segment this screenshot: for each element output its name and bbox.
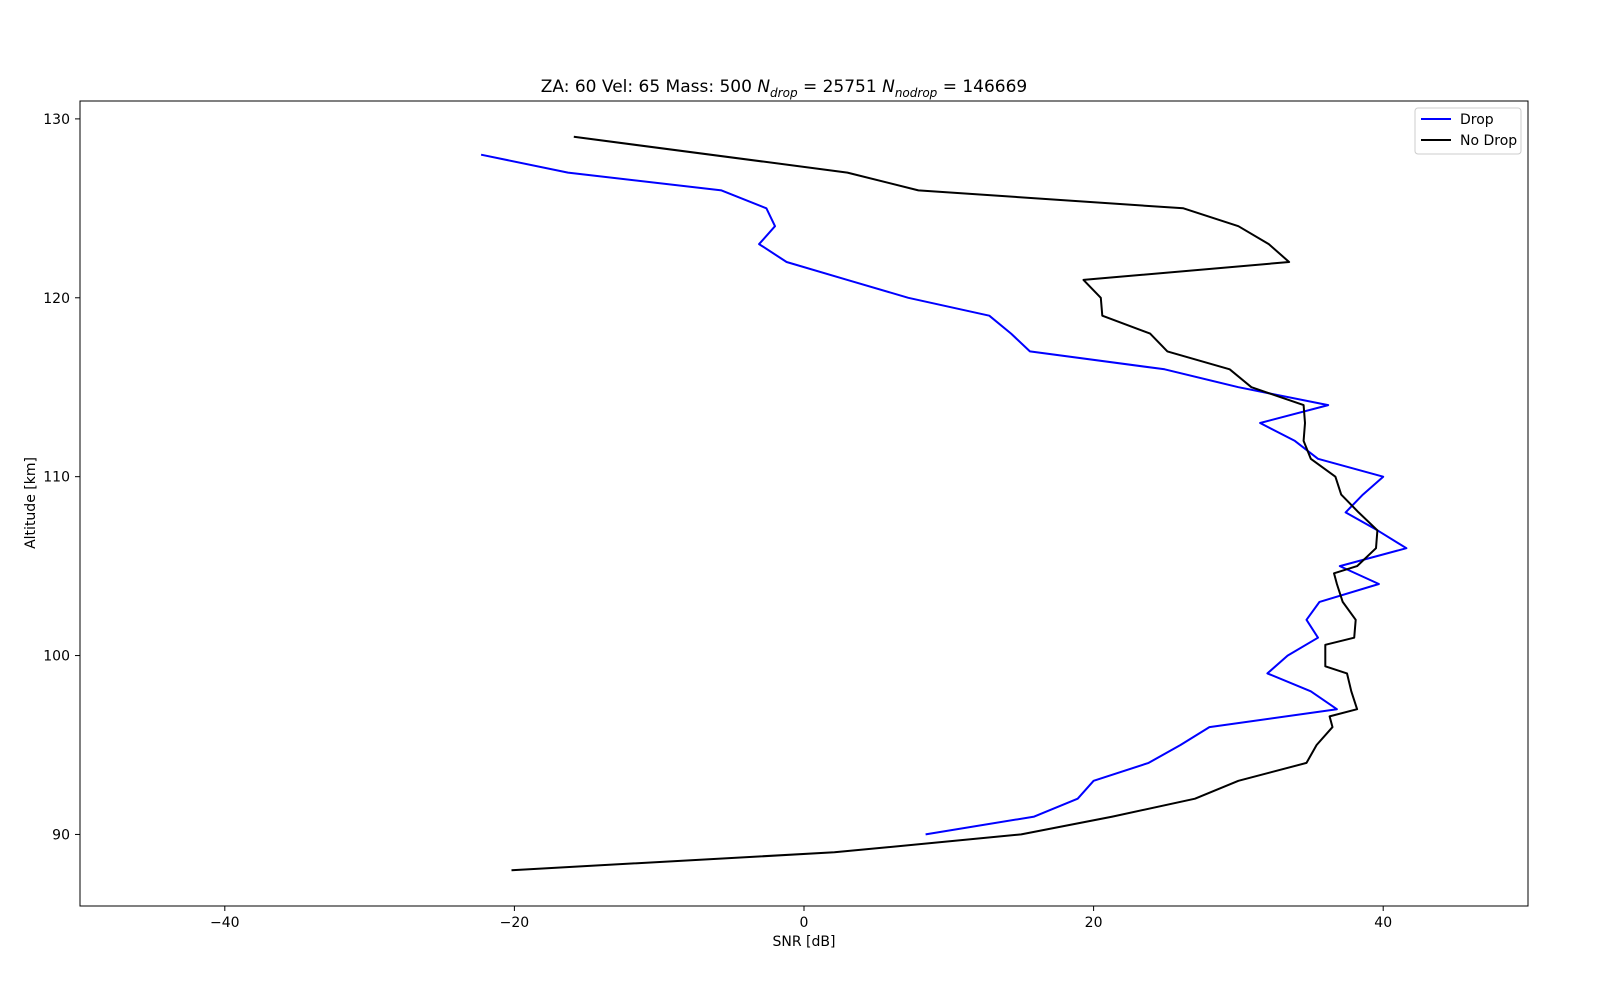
y-tick-label: 110 — [43, 470, 70, 486]
x-tick-label: −40 — [210, 915, 240, 931]
x-axis-ticks: −40 −20 0 20 40 — [210, 906, 1392, 931]
plot-lines — [480, 135, 1408, 872]
y-tick-label: 120 — [43, 291, 70, 307]
x-tick-label: −20 — [500, 915, 530, 931]
title-n-drop-subscript: drop — [770, 86, 798, 100]
chart-title: ZA: 60 Vel: 65 Mass: 500 Ndrop = 25751 N… — [541, 77, 1028, 100]
y-tick-label: 130 — [43, 112, 70, 128]
plot-frame — [79, 100, 1529, 907]
legend-label-drop: Drop — [1460, 112, 1494, 128]
title-n-nodrop-subscript: nodrop — [895, 86, 938, 100]
y-axis-label: Altitude [km] — [23, 457, 39, 549]
y-tick-label: 100 — [43, 649, 70, 665]
y-tick-label: 90 — [52, 827, 70, 843]
legend-label-no-drop: No Drop — [1460, 133, 1517, 149]
title-prefix: ZA: 60 Vel: 65 Mass: 500 — [541, 77, 758, 97]
x-tick-label: 20 — [1085, 915, 1103, 931]
legend: Drop No Drop — [1414, 107, 1522, 155]
title-n-drop-value: = 25751 — [798, 77, 883, 97]
title-n-nodrop: N — [882, 77, 895, 97]
x-tick-label: 0 — [800, 915, 809, 931]
x-tick-label: 40 — [1374, 915, 1392, 931]
series-line-no-drop — [511, 135, 1379, 872]
title-n-drop: N — [757, 77, 770, 97]
title-n-nodrop-value: = 146669 — [937, 77, 1027, 97]
series-line-drop — [480, 153, 1408, 836]
y-axis-ticks: 90 100 110 120 130 — [43, 112, 80, 843]
x-axis-label: SNR [dB] — [773, 934, 836, 950]
